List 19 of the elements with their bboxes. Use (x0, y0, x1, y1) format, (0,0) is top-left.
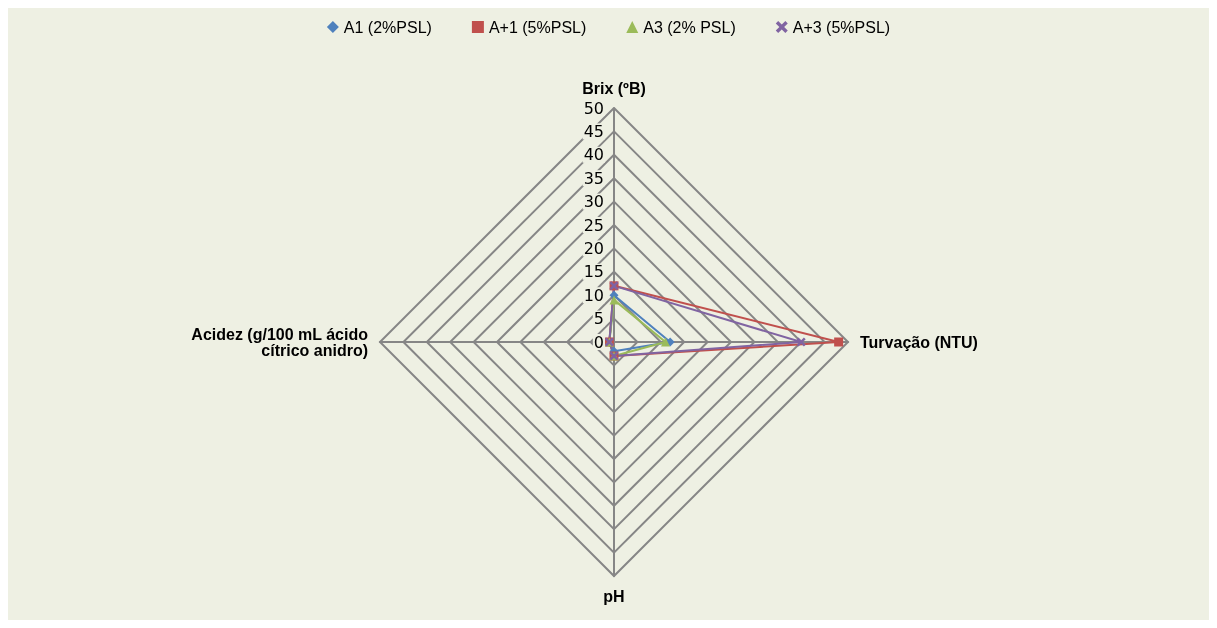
y-tick-label: 50 (583, 98, 604, 118)
y-tick-label: 0 (593, 332, 604, 352)
y-tick-label: 40 (583, 145, 604, 165)
y-tick-label: 15 (583, 262, 604, 282)
y-tick-label: 25 (583, 215, 604, 235)
legend-label: A+1 (5%PSL) (488, 18, 587, 36)
y-tick-label: 5 (593, 309, 604, 329)
y-tick-label: 45 (583, 121, 604, 141)
spoke-label: pH (603, 587, 625, 605)
y-tick-label: 35 (583, 168, 604, 188)
y-tick-label: 30 (583, 192, 604, 212)
y-tick-label: 20 (583, 238, 604, 258)
legend-label: A3 (2% PSL) (643, 18, 736, 36)
spoke-label: Acidez (g/100 mL ácido cítrico anidro) (191, 325, 369, 359)
legend-label: A+3 (5%PSL) (792, 18, 891, 36)
legend-label: A1 (2%PSL) (343, 18, 432, 36)
y-tick-label: 10 (583, 285, 604, 305)
spoke-label: Turvação (NTU) (860, 333, 978, 351)
spoke-label: Brix (ºB) (582, 79, 646, 97)
